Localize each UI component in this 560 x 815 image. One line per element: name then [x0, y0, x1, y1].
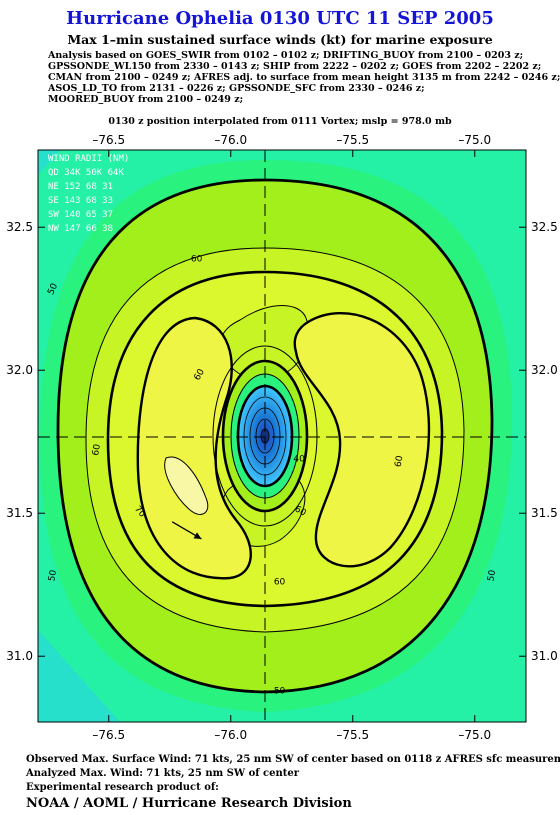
x-tick-label-top: –76.5 [92, 133, 125, 147]
wind-radii-row: SW 140 65 37 [48, 210, 113, 220]
footer-experimental: Experimental research product of: [26, 782, 219, 793]
x-tick-label-bottom: –75.0 [458, 728, 491, 742]
contour-60kt-inner [212, 345, 318, 527]
x-tick-label-top: –76.0 [214, 133, 247, 147]
y-tick-label-right: 31.5 [531, 506, 558, 520]
contour-label: 60 [91, 443, 103, 456]
contour-label: 40 [293, 455, 305, 465]
contour-label: 50 [274, 686, 286, 696]
x-tick-label-bottom: –75.5 [336, 728, 369, 742]
x-tick-label-bottom: –76.0 [214, 728, 247, 742]
position-note: 0130 z position interpolated from 0111 V… [108, 116, 452, 127]
analysis-line: MOORED_BUOY from 2100 – 0249 z; [48, 94, 244, 105]
y-tick-label-left: 31.0 [6, 649, 33, 663]
contour-label: 50 [46, 282, 60, 297]
region-under-35kt-nw [38, 150, 60, 175]
lobe-east [293, 312, 431, 568]
y-tick-label-left: 32.0 [6, 363, 33, 377]
wind-radii-title: WIND RADII (NM) [48, 154, 129, 164]
contour-label: 60 [274, 578, 286, 588]
contour-label: 50 [47, 569, 59, 582]
y-tick-label-left: 32.5 [6, 220, 33, 234]
contour-label: 60 [394, 455, 406, 468]
wind-radii-row: NW 147 66 38 [48, 224, 113, 234]
region-under-35kt-sw [38, 630, 120, 722]
y-tick-label-right: 32.0 [531, 363, 558, 377]
wind-radii-header: QD 34K 50K 64K [48, 168, 124, 178]
wind-radii-row: SE 143 68 33 [48, 196, 113, 206]
analysis-line: Analysis based on GOES_SWIR from 0102 – … [48, 50, 524, 61]
chart-subtitle: Max 1–min sustained surface winds (kt) f… [67, 32, 493, 47]
plot-frame [37, 149, 527, 723]
analysis-line: CMAN from 2100 – 0249 z; AFRES adj. to s… [48, 72, 560, 83]
contour-label: 50 [486, 569, 498, 582]
contour-70kt [164, 456, 209, 515]
wind-radii-table: WIND RADII (NM) QD 34K 50K 64K NE 152 68… [48, 154, 129, 234]
analysis-sources: Analysis based on GOES_SWIR from 0102 – … [48, 50, 560, 105]
contour-label: 60 [191, 255, 203, 265]
axis-ticks: –76.5 –76.5 –76.0 –76.0 –75.5 –75.5 –75.0 –75.0… [6, 133, 557, 742]
x-tick-label-top: –75.0 [458, 133, 491, 147]
motion-arrow-head [193, 532, 202, 539]
chart-title: Hurricane Ophelia 0130 UTC 11 SEP 2005 [66, 8, 494, 29]
contour-core-ring [255, 418, 275, 454]
x-tick-label-bottom: –76.5 [92, 728, 125, 742]
analysis-line: GPSSONDE_WL150 from 2330 – 0143 z; SHIP … [48, 61, 542, 72]
credit-line: NOAA / AOML / Hurricane Research Divisio… [26, 796, 352, 811]
y-tick-label-left: 31.5 [6, 506, 33, 520]
footer-observed: Observed Max. Surface Wind: 71 kts, 25 n… [26, 754, 560, 765]
motion-arrow [171, 521, 202, 540]
y-tick-label-right: 32.5 [531, 220, 558, 234]
wind-radii-row: NE 152 68 31 [48, 182, 113, 192]
footer-analyzed: Analyzed Max. Wind: 71 kts, 25 nm SW of … [26, 768, 300, 779]
x-tick-label-top: –75.5 [336, 133, 369, 147]
analysis-line: ASOS_LD_TO from 2131 – 0226 z; GPSSONDE_… [48, 83, 425, 94]
y-tick-label-right: 31.0 [531, 649, 558, 663]
